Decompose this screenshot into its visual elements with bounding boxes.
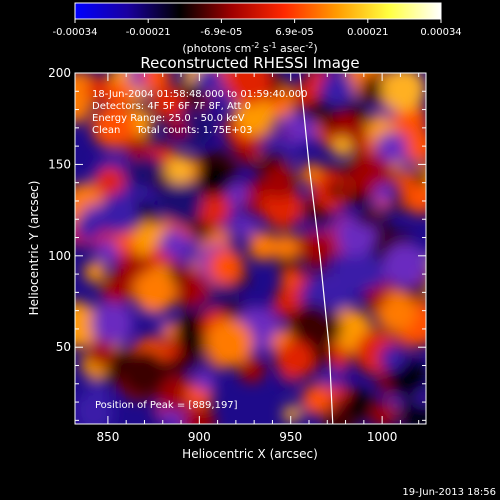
colorbar-tick-label: 0.00021	[347, 27, 388, 38]
annotation-time-range: 18-Jun-2004 01:58:48.000 to 01:59:40.000	[92, 89, 308, 100]
heatmap-image	[75, 73, 426, 424]
y-tick-label: 200	[48, 66, 71, 80]
solar-limb-curve	[299, 73, 334, 424]
colorbar-ticks: -0.00034 -0.00021 -6.9e-05 6.9e-05 0.00021 0.…	[53, 19, 462, 38]
colorbar-tick-label: 6.9e-05	[275, 27, 313, 38]
plot-frame	[74, 72, 427, 425]
colorbar-tick-label: -6.9e-05	[200, 27, 242, 38]
y-tick-label: 100	[48, 249, 71, 263]
x-tick-label: 850	[96, 430, 119, 444]
annotation-clean-counts: Clean Total counts: 1.75E+03	[92, 125, 252, 136]
chart-title: Reconstructed RHESSI Image	[140, 54, 359, 72]
colorbar-tick-label: 0.00034	[420, 27, 461, 38]
peak-position-label: Position of Peak = [889,197]	[95, 400, 238, 411]
y-tick-label: 50	[56, 340, 71, 354]
colorbar	[74, 2, 442, 20]
y-tick-label: 150	[48, 157, 71, 171]
colorbar-tick-label: -0.00021	[126, 27, 171, 38]
colorbar-tick-label: -0.00034	[53, 27, 98, 38]
y-axis-label: Heliocentric Y (arcsec)	[27, 181, 41, 316]
annotation-block: 18-Jun-2004 01:58:48.000 to 01:59:40.000…	[92, 89, 308, 136]
annotation-energy-range: Energy Range: 25.0 - 50.0 keV	[92, 113, 245, 124]
x-tick-label: 950	[279, 430, 302, 444]
x-tick-label: 900	[188, 430, 211, 444]
x-tick-label: 1000	[367, 430, 398, 444]
footer-date: 19-Jun-2013 18:56	[402, 487, 496, 498]
colorbar-unit-label: (photons cm-2 s-1 asec-2)	[182, 41, 317, 55]
x-axis-label: Heliocentric X (arcsec)	[182, 447, 318, 461]
annotation-detectors: Detectors: 4F 5F 6F 7F 8F, Att 0	[92, 101, 251, 112]
axes: 850 900 950 1000 50 100 150 200	[48, 66, 426, 444]
